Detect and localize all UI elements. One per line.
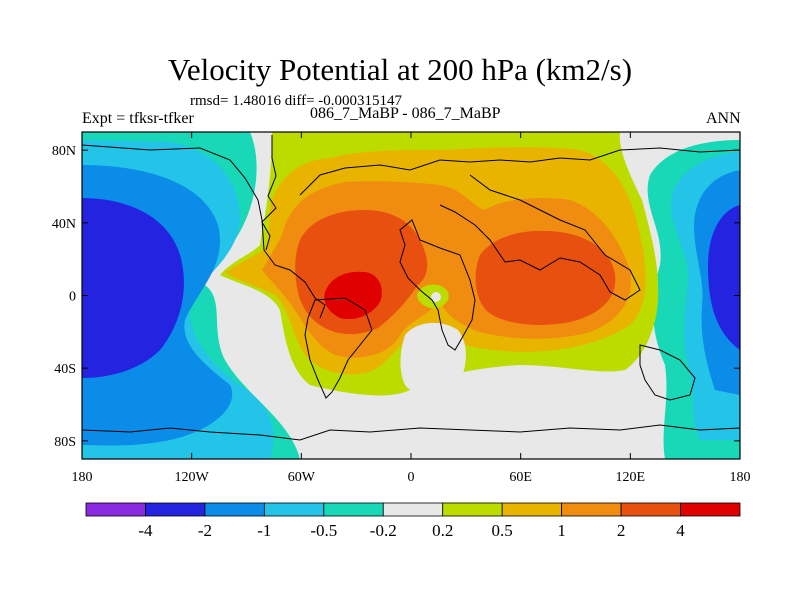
x-tick-label: 120W (175, 470, 210, 485)
coastline-south-america (304, 297, 373, 399)
case-label: 086_7_MaBP - 086_7_MaBP (310, 105, 501, 122)
colorbar-swatch (382, 502, 444, 517)
rmsd-diff-subtitle: rmsd= 1.48016 diff= -0.000315147 (190, 93, 403, 109)
colorbar-label: 0.5 (492, 521, 513, 540)
colorbar-label: 4 (676, 521, 685, 540)
colorbar-label: -0.5 (310, 521, 337, 540)
x-tick-label: 120E (616, 470, 646, 485)
colorbar-label: -1 (257, 521, 271, 540)
contour-hole-south-atlantic (400, 322, 466, 397)
x-tick-label: 60E (509, 470, 532, 485)
y-tick-label: 40N (52, 217, 76, 232)
contour-fill-layer (82, 132, 740, 459)
colorbar-swatch (442, 502, 503, 517)
y-tick-label: 40S (54, 362, 76, 377)
colorbar-label: -4 (138, 521, 153, 540)
colorbar-label: 0.2 (432, 521, 453, 540)
coastline-greenland (261, 135, 277, 251)
colorbar-label: 1 (557, 521, 566, 540)
colorbar-swatch (323, 502, 384, 517)
x-tick-label: 180 (72, 470, 93, 485)
y-axis: 80N 40N 0 40S 80S (52, 144, 740, 450)
x-axis: 180 120W 60W 0 60E 120E 180 (72, 132, 751, 485)
colorbar-swatch (204, 502, 265, 517)
colorbar-swatch (620, 502, 681, 517)
y-tick-label: 0 (69, 290, 76, 305)
coastline-australia (639, 344, 696, 401)
chart-title: Velocity Potential at 200 hPa (km2/s) (167, 52, 633, 87)
coastline-north-america (82, 144, 326, 319)
colorbar-swatch (263, 502, 325, 517)
x-tick-label: 0 (408, 470, 415, 485)
x-tick-label: 180 (730, 470, 751, 485)
season-label: ANN (706, 110, 741, 127)
y-tick-label: 80S (54, 435, 76, 450)
colorbar-swatch (145, 502, 206, 517)
colorbar-label: 2 (617, 521, 626, 540)
x-tick-label: 60W (288, 470, 316, 485)
coastline-eurasia (299, 147, 740, 301)
colorbar: -4 -2 -1 -0.5 -0.2 0.2 0.5 1 2 4 (85, 502, 741, 540)
coastline-antarctica (82, 424, 740, 441)
y-tick-label: 80N (52, 144, 76, 159)
colorbar-swatch (680, 502, 741, 517)
colorbar-label: -0.2 (370, 521, 397, 540)
experiment-label: Expt = tfksr-tfker (82, 110, 194, 127)
contour-level-minus-2 (82, 198, 184, 378)
contour-hole-center (431, 292, 441, 302)
contour-level-4-atlantic (324, 271, 382, 320)
colorbar-label: -2 (198, 521, 212, 540)
colorbar-swatch (501, 502, 563, 517)
coastline-africa-europe (399, 219, 476, 351)
colorbar-swatch (85, 502, 146, 517)
colorbar-swatch (561, 502, 622, 517)
contour-level-2-indian (475, 230, 616, 325)
contour-level-minus-2-east (708, 205, 740, 350)
coastline-layer (82, 135, 740, 441)
